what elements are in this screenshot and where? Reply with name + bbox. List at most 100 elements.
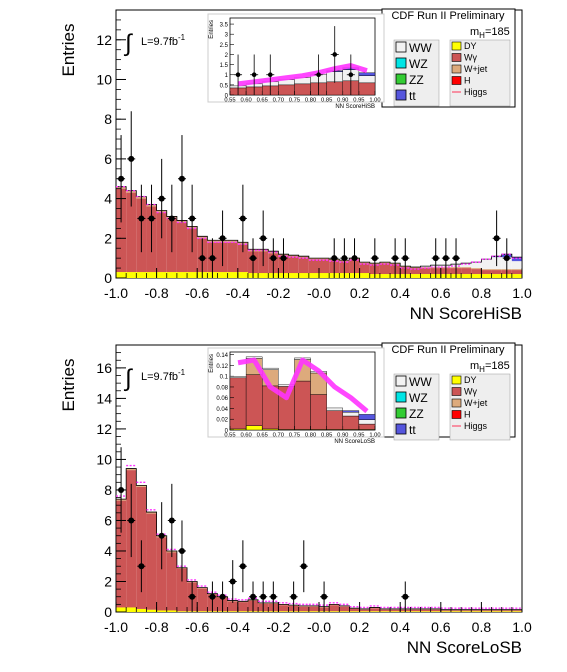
data-point-11 bbox=[250, 593, 257, 600]
bar-DY-24 bbox=[359, 611, 370, 612]
bar-DY-17 bbox=[288, 273, 299, 278]
inset-y-tick-label: 2.5 bbox=[220, 43, 229, 49]
bar-W-6 bbox=[176, 222, 188, 273]
bar-DY-23 bbox=[349, 611, 360, 612]
inset-bar-W-8 bbox=[358, 82, 376, 96]
bar-W-0 bbox=[116, 500, 127, 608]
bar-W-23 bbox=[349, 608, 360, 612]
legend-swatch-ZZ bbox=[395, 73, 407, 85]
data-point-4 bbox=[168, 517, 175, 524]
x-tick-label: -0.4 bbox=[226, 619, 250, 635]
data-point-6 bbox=[178, 175, 185, 182]
inset-y-tick-label: 0.12 bbox=[216, 364, 228, 370]
bar-DY-19 bbox=[308, 273, 319, 278]
bar-W-35 bbox=[471, 610, 482, 612]
bar-W-3 bbox=[146, 513, 157, 610]
data-point-8 bbox=[199, 255, 206, 262]
data-point-13 bbox=[260, 235, 267, 242]
data-point-2 bbox=[138, 563, 145, 570]
legend-swatch-WZ bbox=[395, 57, 407, 69]
bar-DY-5 bbox=[166, 272, 177, 278]
x-tick-label: -1.0 bbox=[104, 285, 128, 301]
inset-y-tick-label: 0.5 bbox=[220, 83, 229, 89]
data-point-6 bbox=[189, 593, 196, 600]
legend-swatch-DY bbox=[451, 41, 462, 51]
bar-Wjet-24 bbox=[359, 262, 370, 264]
bar-tt-39 bbox=[511, 257, 522, 262]
inset-y-tick-label: 2 bbox=[225, 53, 229, 59]
bar-W-27 bbox=[390, 609, 401, 612]
bar-DY-31 bbox=[430, 611, 441, 612]
bar-DY-19 bbox=[308, 611, 319, 612]
inset-x-tick-label: 0.55 bbox=[224, 433, 235, 439]
bar-DY-18 bbox=[298, 273, 309, 278]
y-tick-label: 0 bbox=[104, 270, 112, 286]
inset-x-tick-label: 0.70 bbox=[273, 98, 284, 104]
x-tick-label: 0.4 bbox=[390, 619, 410, 635]
bar-DY-21 bbox=[329, 611, 340, 612]
inset-bar-DY-1 bbox=[245, 425, 263, 431]
legend-label-H: H bbox=[464, 410, 471, 420]
bar-DY-4 bbox=[156, 272, 167, 278]
y-tick-label: 0 bbox=[104, 604, 112, 620]
inset-x-tick-label: 0.85 bbox=[321, 98, 332, 104]
y-axis-title: Entries bbox=[59, 359, 78, 412]
legend-title: CDF Run II Preliminary bbox=[391, 344, 505, 356]
inset-x-tick-label: 0.60 bbox=[240, 98, 251, 104]
data-point-15 bbox=[280, 255, 287, 262]
bar-DY-6 bbox=[176, 272, 188, 278]
legend-label-Wjet: W+jet bbox=[464, 398, 488, 408]
bar-W-5 bbox=[166, 552, 177, 611]
bar-DY-36 bbox=[481, 274, 492, 278]
data-point-21 bbox=[402, 255, 409, 262]
legend-label-W: Wγ bbox=[464, 387, 477, 397]
bar-DY-35 bbox=[471, 274, 482, 278]
bar-Wjet-17 bbox=[288, 255, 299, 257]
bar-W-12 bbox=[237, 244, 248, 273]
inset-y-tick-label: 3.5 bbox=[220, 23, 229, 29]
legend-label-W: Wγ bbox=[464, 53, 477, 63]
bar-DY-16 bbox=[278, 611, 289, 612]
bar-DY-24 bbox=[359, 273, 370, 278]
inset-bar-W-7 bbox=[342, 415, 360, 430]
bar-Wjet-20 bbox=[319, 258, 330, 260]
data-point-5 bbox=[168, 215, 175, 222]
bar-DY-2 bbox=[136, 608, 147, 612]
bar-DY-7 bbox=[187, 272, 198, 278]
legend-label-tt: tt bbox=[409, 89, 416, 103]
bar-Wjet-19 bbox=[308, 258, 319, 260]
bar-Wjet-2 bbox=[136, 485, 147, 487]
bar-WW-36 bbox=[481, 259, 492, 270]
inset-bar-W-8 bbox=[358, 423, 376, 430]
bar-W-37 bbox=[491, 610, 502, 612]
legend-swatch-WZ bbox=[395, 391, 407, 403]
bar-DY-22 bbox=[339, 611, 350, 612]
bar-DY-34 bbox=[461, 611, 472, 612]
bar-W-16 bbox=[278, 605, 289, 612]
inset-bar-W-4 bbox=[294, 83, 311, 96]
data-point-22 bbox=[432, 255, 439, 262]
bar-W-24 bbox=[359, 263, 370, 274]
data-point-14 bbox=[290, 593, 297, 600]
bar-DY-25 bbox=[369, 611, 380, 612]
inset-x-tick-label: 0.85 bbox=[321, 433, 332, 439]
inset-x-tick-label: 0.65 bbox=[257, 433, 268, 439]
bar-DY-5 bbox=[166, 610, 177, 612]
bar-DY-12 bbox=[237, 272, 248, 278]
bar-W-19 bbox=[308, 259, 319, 274]
bar-Wjet-8 bbox=[197, 236, 208, 239]
inset-y-axis-title: Entries bbox=[209, 20, 215, 39]
data-point-7 bbox=[209, 593, 216, 600]
bar-DY-2 bbox=[136, 272, 147, 278]
legend-label-DY: DY bbox=[464, 41, 477, 51]
legend-label-WW: WW bbox=[409, 375, 432, 389]
bar-W-35 bbox=[471, 269, 482, 275]
bar-DY-29 bbox=[410, 274, 421, 278]
data-point-12 bbox=[250, 255, 257, 262]
bar-Wjet-29 bbox=[410, 267, 421, 269]
bar-Wjet-37 bbox=[491, 269, 502, 271]
bar-W-6 bbox=[176, 568, 188, 612]
legend-swatch-Wγ bbox=[451, 387, 462, 396]
mass-sub: H bbox=[479, 31, 485, 40]
